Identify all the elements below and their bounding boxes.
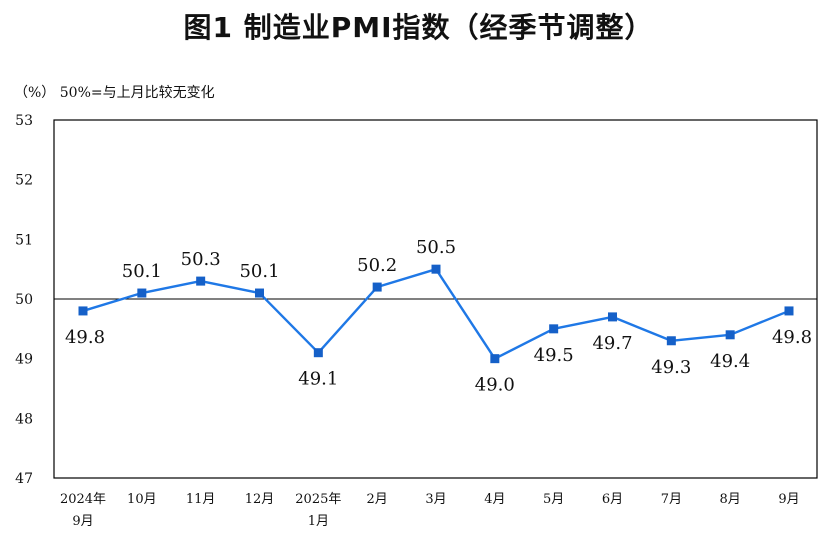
x-tick-label: 4月 [484, 492, 505, 507]
x-tick-label: 7月 [661, 492, 682, 507]
x-tick-label: 2月 [367, 492, 388, 507]
data-point [137, 288, 147, 298]
data-label: 50.3 [181, 249, 221, 270]
y-tick-label: 47 [15, 471, 33, 487]
data-point [372, 282, 382, 292]
x-tick-label: 6月 [602, 492, 623, 507]
x-tick-label: 9月 [778, 492, 799, 507]
data-label: 49.0 [475, 375, 515, 396]
data-point [549, 324, 559, 334]
y-tick-label: 50 [15, 292, 33, 308]
data-point [196, 276, 206, 286]
data-point [431, 264, 441, 274]
x-tick-label: 5月 [543, 492, 564, 507]
y-tick-label: 52 [15, 173, 33, 189]
data-point [725, 330, 735, 340]
data-label: 49.8 [65, 327, 105, 348]
y-tick-label: 51 [15, 232, 33, 248]
x-tick-label: 9月 [72, 514, 93, 529]
x-tick-label: 2025年 [295, 492, 341, 507]
data-label: 49.5 [534, 345, 574, 366]
data-label: 50.1 [122, 261, 162, 282]
series-line [82, 267, 790, 360]
data-point [78, 306, 88, 316]
y-tick-label: 49 [15, 352, 33, 368]
data-label: 50.5 [416, 237, 456, 258]
chart-title: 图1 制造业PMI指数（经季节调整） [183, 11, 654, 44]
data-point [255, 288, 264, 298]
y-tick-label: 53 [15, 113, 33, 129]
x-tick-label: 1月 [308, 514, 329, 529]
x-tick-label: 8月 [720, 492, 741, 507]
data-label: 49.1 [298, 369, 338, 390]
data-label: 49.4 [710, 351, 750, 372]
data-point [784, 306, 794, 316]
data-label: 50.2 [357, 255, 397, 276]
x-tick-label: 12月 [245, 492, 275, 507]
data-point [490, 354, 500, 364]
data-label: 49.7 [592, 333, 632, 354]
data-point [608, 312, 617, 322]
data-label: 49.3 [651, 357, 691, 378]
data-point [313, 348, 323, 358]
data-label: 49.8 [772, 327, 812, 348]
data-label: 50.1 [239, 261, 279, 282]
x-tick-label: 2024年 [60, 492, 106, 507]
x-tick-label: 11月 [186, 492, 216, 507]
data-point [666, 336, 676, 346]
x-tick-label: 10月 [127, 492, 157, 507]
unit-note: （%） 50%=与上月比较无变化 [14, 85, 215, 101]
x-tick-label: 3月 [425, 492, 446, 507]
y-tick-label: 48 [15, 411, 33, 427]
